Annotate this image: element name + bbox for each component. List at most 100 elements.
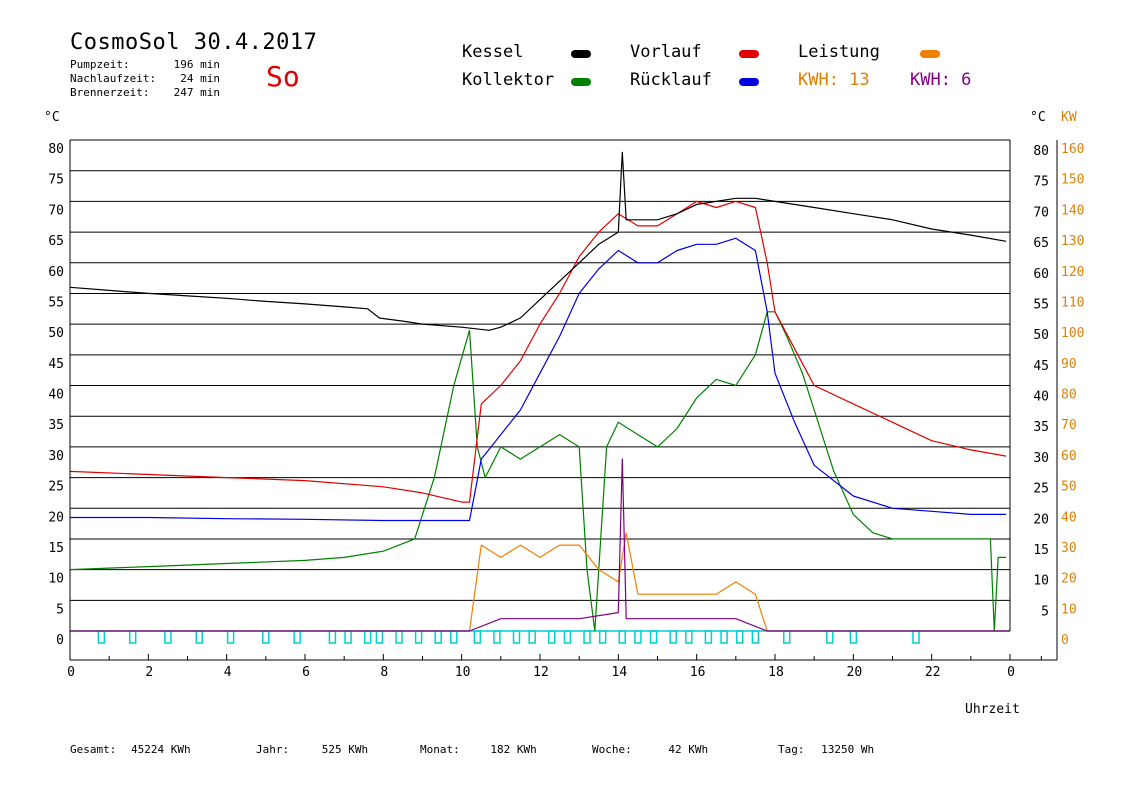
footer-value: 525 KWh <box>321 743 369 756</box>
pump-pulse <box>649 630 658 644</box>
y-tick-label-power: 50 <box>1061 480 1077 495</box>
chart-title: CosmoSol 30.4.2017 <box>70 30 318 55</box>
y-tick-label-left: 40 <box>48 388 64 403</box>
y-tick-label-power: 70 <box>1061 418 1077 433</box>
pump-pulse <box>685 630 693 644</box>
stat-label: Brennerzeit: <box>70 86 150 99</box>
pump-pulse <box>783 630 791 644</box>
y-tick-label-left: 45 <box>48 357 64 372</box>
footer-value: 13250 Wh <box>821 743 875 756</box>
y-tick-label-power: 90 <box>1061 357 1077 372</box>
series-line-kollektor <box>69 311 1007 632</box>
legend-label: Kollektor <box>462 70 555 90</box>
pump-pulse <box>434 630 442 644</box>
legend-item-ruecklauf: Rücklauf <box>630 70 712 90</box>
legend-item-kollektor: Kollektor <box>462 70 554 90</box>
series-line-r-cklauf <box>70 237 1007 522</box>
pump-pulse <box>414 630 423 644</box>
x-tick-label: 14 <box>612 665 628 680</box>
pump-pulse <box>375 630 384 644</box>
x-tick-label: 6 <box>302 665 310 680</box>
pump-pulse <box>262 630 270 644</box>
pump-pulse <box>226 630 235 644</box>
y-axis-right-unit: °C <box>1030 110 1046 125</box>
stat-value: 24 min <box>180 72 220 85</box>
y-tick-label-power: 60 <box>1061 449 1077 464</box>
y-tick-label-right: 35 <box>1033 420 1049 435</box>
footer-item-jahr: Jahr: 525 KWh <box>256 743 368 756</box>
legend-swatch-kollektor <box>571 78 591 86</box>
y-tick-label-left: 0 <box>56 633 64 648</box>
grid-lines <box>70 139 1010 601</box>
footer-value: 182 KWh <box>490 743 537 756</box>
footer-item-tag: Tag: 13250 Wh <box>778 743 874 756</box>
pump-pulse <box>128 630 137 644</box>
pump-pulse <box>618 630 626 644</box>
y-tick-label-left: 15 <box>48 541 64 556</box>
pump-pulse <box>473 630 482 644</box>
legend-label: Rücklauf <box>630 70 712 90</box>
y-axis-right-power-unit: KW <box>1061 110 1077 125</box>
pump-pulse <box>512 630 521 644</box>
footer-item-gesamt: Gesamt: 45224 KWh <box>70 743 191 756</box>
y-tick-label-right: 20 <box>1033 512 1049 527</box>
series-line-kwh-6 <box>70 458 1010 632</box>
y-tick-label-right: 5 <box>1041 604 1049 619</box>
y-tick-label-right: 15 <box>1033 543 1049 558</box>
y-tick-label-power: 120 <box>1061 265 1084 280</box>
footer-label: Tag: <box>778 743 805 756</box>
y-tick-label-right: 65 <box>1033 236 1049 251</box>
day-label: So <box>266 60 300 93</box>
footer-value: 45224 KWh <box>130 743 191 756</box>
y-axis-left-unit: °C <box>44 110 60 125</box>
stats-block: Pumpzeit: 196 min Nachlaufzeit: 24 min B… <box>70 58 220 100</box>
y-tick-label-left: 30 <box>48 449 64 464</box>
legend-swatch-vorlauf <box>739 50 759 58</box>
y-tick-label-left: 35 <box>48 418 64 433</box>
stat-nachlaufzeit: Nachlaufzeit: 24 min <box>70 72 220 86</box>
pump-pulse <box>826 630 834 644</box>
legend-swatch-kessel <box>571 50 591 58</box>
pump-pulse <box>328 630 337 644</box>
pump-pulse <box>528 630 536 644</box>
y-tick-label-right: 25 <box>1033 482 1049 497</box>
y-tick-label-right: 55 <box>1033 297 1049 312</box>
axes <box>69 140 1058 661</box>
pump-pulse <box>450 630 458 644</box>
footer-label: Woche: <box>592 743 632 756</box>
y-tick-label-power: 130 <box>1061 234 1084 249</box>
stat-label: Pumpzeit: <box>70 58 130 71</box>
y-tick-label-right: 10 <box>1033 574 1049 589</box>
pump-pulse <box>395 630 403 644</box>
y-tick-label-power: 110 <box>1061 295 1084 310</box>
x-tick-label: 10 <box>455 665 471 680</box>
pump-pulse <box>493 630 501 644</box>
pump-pulse <box>548 630 556 644</box>
y-tick-label-right: 50 <box>1033 328 1049 343</box>
y-tick-label-left: 80 <box>48 142 64 157</box>
y-tick-label-left: 55 <box>48 295 64 310</box>
legend-item-leistung: Leistung <box>798 42 880 62</box>
pump-pulse <box>751 630 760 644</box>
pump-pulse <box>164 630 172 644</box>
y-tick-label-left: 20 <box>48 510 64 525</box>
series-line-leistung <box>70 532 1010 632</box>
tick-labels: 0 2 4 6 8 10 12 14 16 18 20 22 005101520253035404550… <box>48 142 1084 680</box>
footer-item-woche: Woche: 42 KWh <box>592 743 708 756</box>
pump-pulse <box>669 630 677 644</box>
y-tick-label-left: 70 <box>48 203 64 218</box>
pump-pulse <box>293 630 301 644</box>
stat-value: 196 min <box>173 58 220 71</box>
x-tick-label: 16 <box>690 665 706 680</box>
stat-value: 247 min <box>173 86 220 99</box>
y-tick-label-power: 10 <box>1061 602 1077 617</box>
y-tick-label-left: 65 <box>48 234 64 249</box>
footer-value: 42 KWh <box>668 743 709 756</box>
footer-label: Gesamt: <box>70 743 117 756</box>
pump-pulse <box>849 630 858 644</box>
pump-pulses <box>70 630 1010 644</box>
series-line-kessel <box>69 151 1007 331</box>
x-tick-label: 12 <box>533 665 549 680</box>
x-tick-label: 22 <box>925 665 941 680</box>
